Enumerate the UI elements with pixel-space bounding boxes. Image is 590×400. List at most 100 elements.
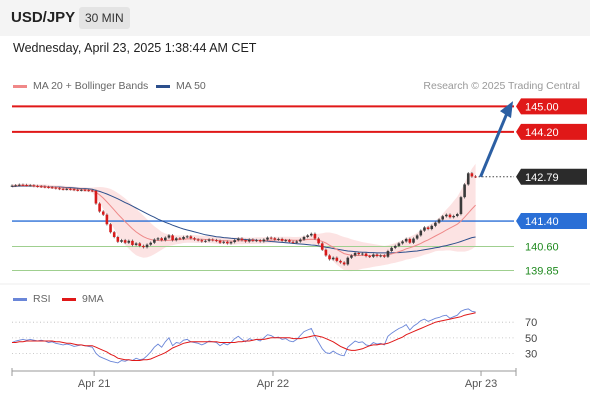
candle-body — [317, 238, 320, 244]
candle-body — [193, 238, 196, 240]
candle-body — [36, 186, 39, 188]
candle — [452, 214, 455, 219]
candle — [204, 239, 207, 243]
candle — [36, 184, 39, 188]
candle-body — [346, 257, 350, 265]
level-label-0: 145.00 — [525, 101, 559, 113]
candle — [138, 242, 142, 248]
candle — [167, 234, 171, 239]
legend-rsi: RSI — [13, 293, 51, 305]
candle — [160, 236, 163, 242]
candle-body — [196, 239, 200, 241]
candle-body — [61, 188, 65, 190]
rsi-level-label-1: 50 — [525, 333, 537, 345]
candle-body — [474, 176, 477, 178]
candle-body — [430, 225, 434, 230]
candle — [131, 239, 134, 247]
candle-body — [233, 240, 236, 243]
candle-body — [277, 238, 280, 240]
candle-body — [189, 236, 193, 239]
candle-body — [470, 173, 474, 177]
candle-body — [412, 238, 415, 243]
candle — [317, 237, 320, 245]
candle — [430, 224, 434, 231]
candle-body — [284, 240, 288, 242]
candle — [233, 238, 236, 244]
candle-body — [383, 255, 386, 257]
candle — [43, 185, 47, 189]
candle — [21, 183, 25, 187]
candle-body — [171, 235, 174, 241]
level-tag-1 — [516, 123, 587, 140]
candle-body — [65, 188, 69, 190]
candle — [174, 236, 178, 242]
candle-body — [83, 189, 87, 191]
candle — [171, 234, 174, 242]
candle — [247, 238, 251, 243]
candle-body — [353, 252, 357, 256]
level-label-3: 140.60 — [525, 242, 559, 254]
candle — [393, 244, 397, 250]
candle-body — [109, 224, 112, 233]
candle-body — [448, 214, 452, 218]
candle-body — [237, 238, 240, 241]
current-price-label: 142.79 — [525, 172, 559, 184]
candle — [266, 236, 269, 241]
candle — [156, 236, 160, 241]
candle-body — [459, 197, 463, 215]
candle — [142, 244, 145, 249]
candle-body — [226, 241, 229, 244]
candle-body — [123, 240, 127, 243]
candle — [331, 256, 335, 261]
candle — [47, 185, 50, 189]
legend-swatch-ma50 — [156, 84, 170, 88]
candle-body — [131, 240, 134, 245]
candle-body — [335, 257, 339, 261]
candle — [401, 240, 404, 245]
candle — [437, 218, 441, 224]
candle — [54, 186, 58, 190]
timeframe-button[interactable]: 30 MIN — [79, 7, 130, 29]
candle-body — [116, 236, 120, 242]
candle-body — [211, 239, 215, 241]
candle-body — [18, 184, 21, 186]
credit-text: Research © 2025 Trading Central — [423, 80, 580, 92]
rsi-level-label-2: 30 — [525, 348, 537, 360]
candle — [368, 254, 371, 259]
candle — [237, 237, 240, 242]
candle — [346, 256, 350, 266]
candle-body — [441, 216, 444, 220]
candle-body — [310, 233, 313, 236]
candle-body — [54, 187, 58, 189]
level-label-1: 144.20 — [525, 127, 559, 139]
candle-body — [258, 240, 262, 242]
candle-body — [339, 260, 342, 263]
candle-body — [14, 185, 17, 187]
candle-body — [393, 245, 397, 248]
candle-body — [357, 252, 361, 255]
candle — [65, 187, 69, 191]
candle — [109, 222, 112, 234]
candle — [134, 242, 138, 247]
candle — [445, 213, 448, 218]
candle — [211, 238, 215, 242]
legend-swatch-ma20 — [13, 84, 27, 88]
candle-body — [167, 235, 171, 238]
candle — [207, 238, 211, 243]
candle — [193, 236, 196, 241]
candle-body — [215, 240, 218, 242]
candle-body — [91, 190, 94, 192]
candle — [310, 232, 313, 237]
candle-body — [313, 233, 317, 239]
candle — [306, 234, 309, 239]
ma50-line — [11, 185, 476, 254]
candle-body — [320, 243, 324, 250]
candle-body — [80, 189, 83, 191]
candle-body — [222, 241, 225, 243]
candle — [423, 226, 426, 232]
candle — [127, 239, 131, 244]
bollinger-band — [12, 163, 476, 272]
candle — [466, 172, 470, 186]
candle — [397, 242, 401, 248]
candle — [412, 237, 415, 244]
